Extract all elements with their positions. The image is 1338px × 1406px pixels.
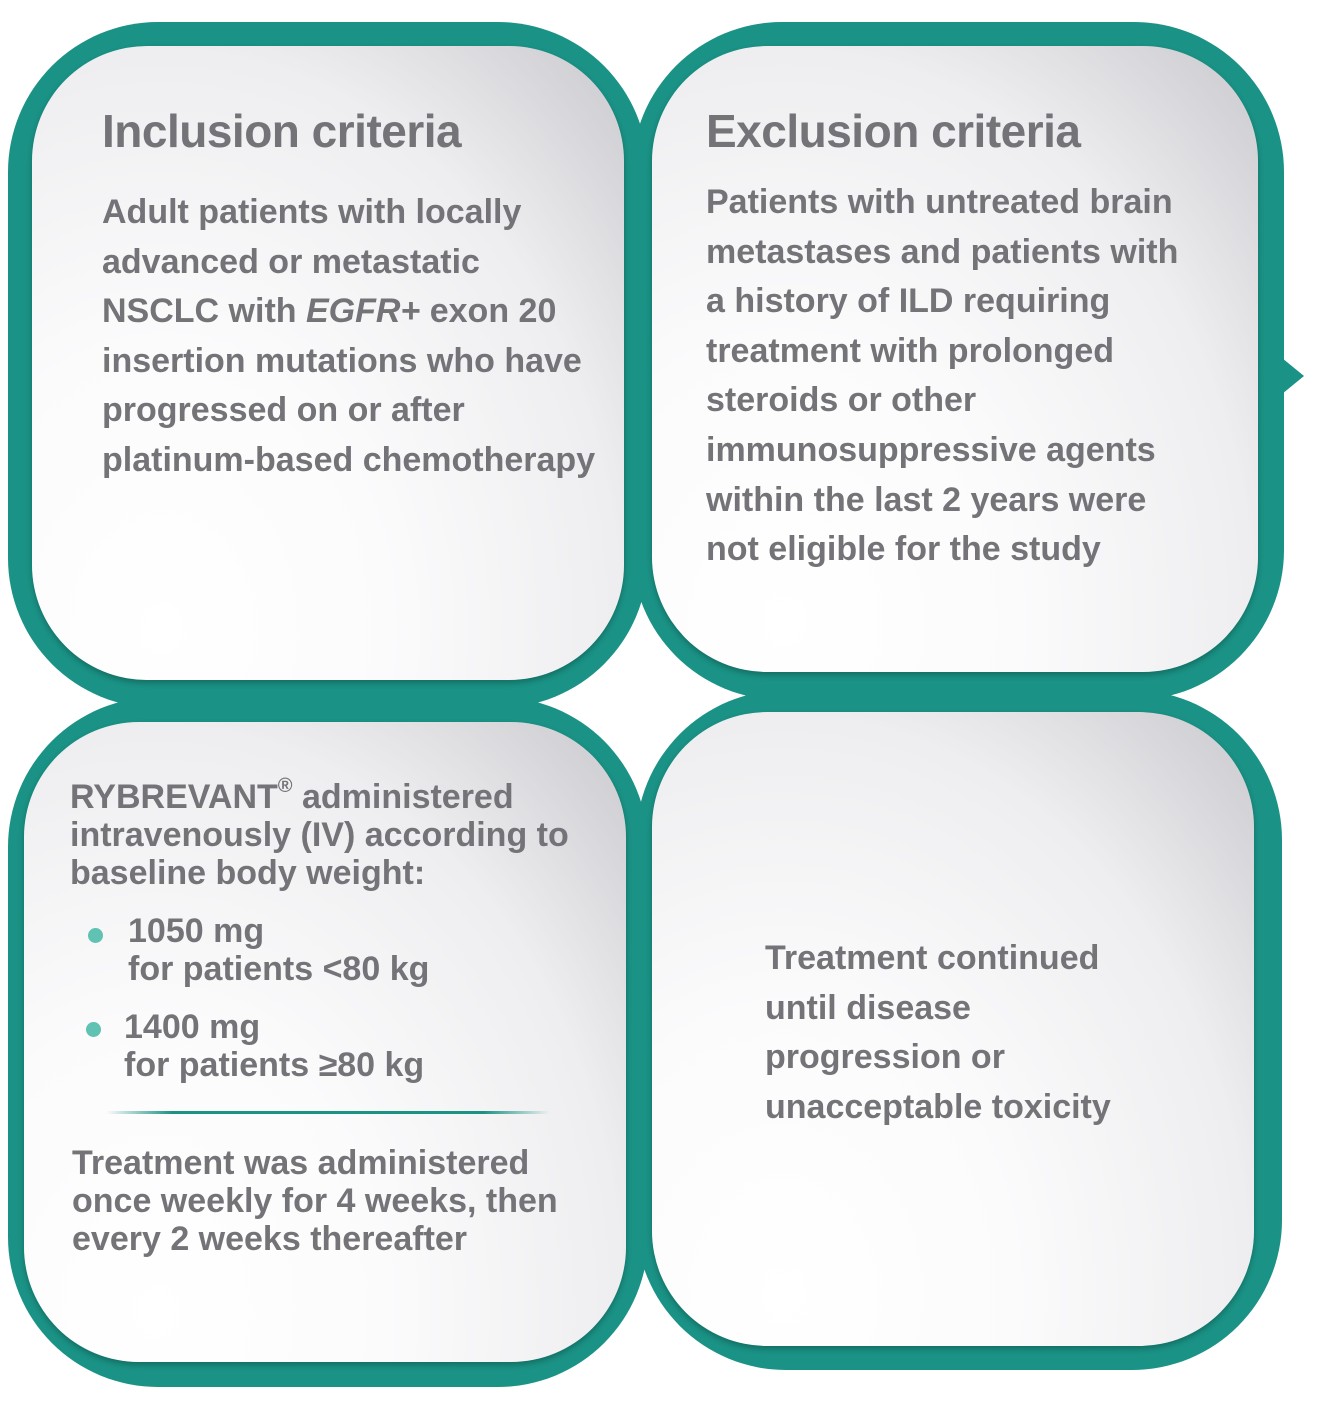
- inclusion-text-italic: EGFR+: [305, 292, 421, 331]
- bullet-2-condition: for patients ≥80 kg: [124, 1046, 425, 1084]
- bullet-dot-2: [86, 1022, 101, 1037]
- inclusion-text-post: exon 20 insertion mutations who have pro…: [102, 292, 596, 479]
- bullet-dot-1: [88, 928, 103, 943]
- bullet-2: 1400 mg for patients ≥80 kg: [124, 1008, 544, 1084]
- dosing-card: RYBREVANT® administered intravenously (I…: [24, 722, 626, 1362]
- section-divider: [106, 1111, 550, 1114]
- inclusion-text: Adult patients with locally advanced or …: [102, 188, 602, 486]
- bullet-2-dose: 1400 mg: [124, 1008, 261, 1046]
- inclusion-text-pre: Adult patients with locally advanced or …: [102, 193, 522, 331]
- registered-mark: ®: [277, 774, 293, 797]
- dosing-intro: RYBREVANT® administered intravenously (I…: [70, 774, 570, 892]
- connector-notch-top-right: [1282, 358, 1304, 394]
- inclusion-title: Inclusion criteria: [102, 105, 462, 157]
- bullet-1: 1050 mg for patients <80 kg: [128, 912, 548, 988]
- bullet-1-dose: 1050 mg: [128, 912, 265, 950]
- inclusion-card: Inclusion criteria Adult patients with l…: [32, 46, 624, 680]
- exclusion-text: Patients with untreated brain metastases…: [706, 183, 1179, 569]
- continuation-card: Treatment continued until disease progre…: [652, 712, 1254, 1346]
- bullet-1-condition: for patients <80 kg: [128, 950, 430, 988]
- exclusion-card: Exclusion criteria Patients with untreat…: [652, 46, 1258, 672]
- drug-name: RYBREVANT: [70, 778, 278, 816]
- exclusion-title: Exclusion criteria: [706, 105, 1081, 157]
- dosing-schedule: Treatment was administered once weekly f…: [72, 1144, 558, 1258]
- continuation-text: Treatment continued until disease progre…: [765, 939, 1111, 1126]
- dosing-intro-rest: administered intravenously (IV) accordin…: [70, 778, 569, 892]
